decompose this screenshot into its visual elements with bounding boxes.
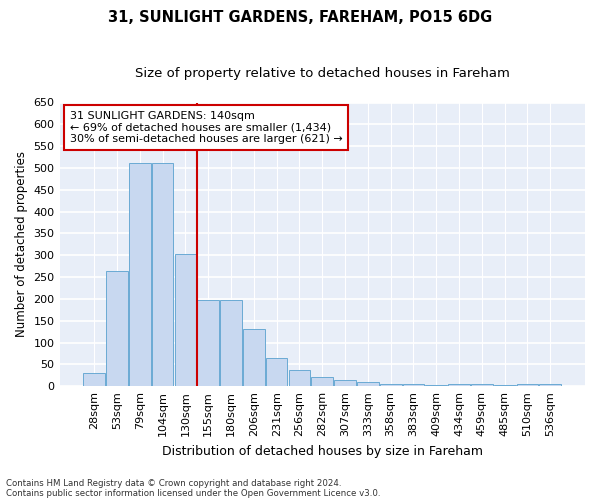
Y-axis label: Number of detached properties: Number of detached properties: [15, 152, 28, 338]
Bar: [403, 384, 424, 386]
Text: Contains HM Land Registry data © Crown copyright and database right 2024.: Contains HM Land Registry data © Crown c…: [6, 478, 341, 488]
Bar: [448, 384, 470, 386]
Text: Contains public sector information licensed under the Open Government Licence v3: Contains public sector information licen…: [6, 488, 380, 498]
Bar: [220, 300, 242, 386]
Bar: [539, 384, 561, 386]
Bar: [129, 162, 151, 386]
Bar: [197, 300, 219, 386]
Bar: [311, 376, 333, 386]
Bar: [517, 384, 538, 386]
Bar: [175, 254, 196, 386]
Title: Size of property relative to detached houses in Fareham: Size of property relative to detached ho…: [135, 68, 510, 80]
Text: 31 SUNLIGHT GARDENS: 140sqm
← 69% of detached houses are smaller (1,434)
30% of : 31 SUNLIGHT GARDENS: 140sqm ← 69% of det…: [70, 111, 343, 144]
X-axis label: Distribution of detached houses by size in Fareham: Distribution of detached houses by size …: [162, 444, 483, 458]
Bar: [289, 370, 310, 386]
Bar: [83, 373, 105, 386]
Bar: [152, 162, 173, 386]
Bar: [471, 384, 493, 386]
Text: 31, SUNLIGHT GARDENS, FAREHAM, PO15 6DG: 31, SUNLIGHT GARDENS, FAREHAM, PO15 6DG: [108, 10, 492, 25]
Bar: [380, 384, 401, 386]
Bar: [243, 330, 265, 386]
Bar: [266, 358, 287, 386]
Bar: [334, 380, 356, 386]
Bar: [106, 272, 128, 386]
Bar: [357, 382, 379, 386]
